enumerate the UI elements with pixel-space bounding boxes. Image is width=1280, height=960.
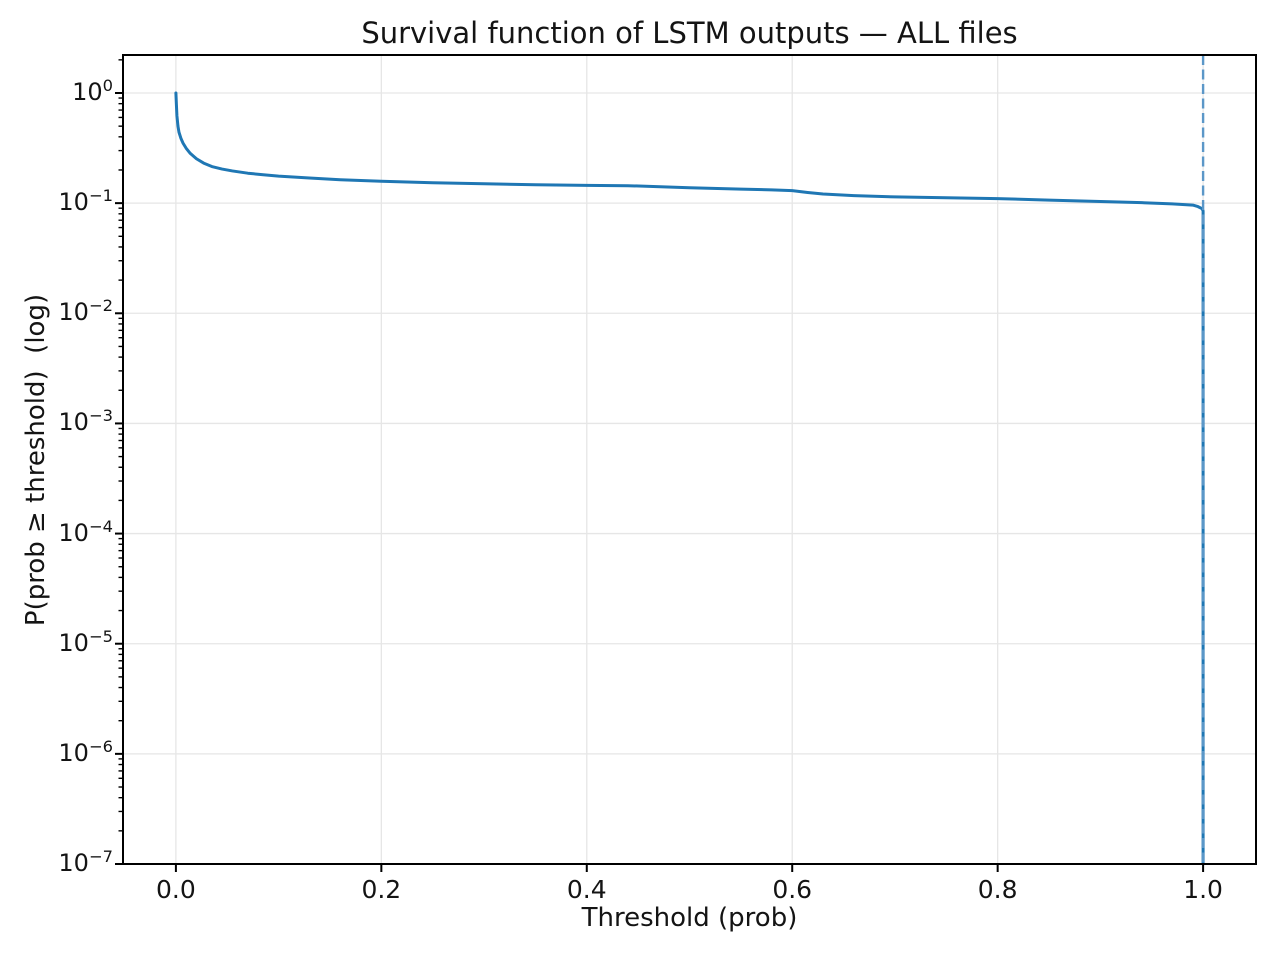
y-tick-label: 100 [72,75,113,106]
y-tick-label: 10−4 [58,516,113,547]
x-tick-label: 0.2 [361,875,402,904]
x-tick-label: 0.4 [566,875,607,904]
chart-title: Survival function of LSTM outputs — ALL … [361,16,1018,50]
survival-curve [174,91,1205,866]
plot-border [122,54,1257,865]
x-axis-label: Threshold (prob) [581,903,798,933]
plot-area [123,55,1256,864]
x-tick-label: 0.0 [156,875,196,904]
y-tick-label: 10−3 [58,406,113,437]
y-tick-label: 10−5 [58,626,113,657]
x-tick-label: 0.6 [772,875,813,904]
y-tick-label: 10−7 [58,847,113,877]
y-tick-label: 10−1 [58,186,113,217]
y-tick-label: 10−2 [58,296,113,327]
x-tick-label: 0.8 [977,875,1018,904]
x-tick-label: 1.0 [1183,875,1223,904]
y-tick-label: 10−6 [58,736,113,767]
y-axis-label: P(prob ≥ threshold) (log) [21,293,51,627]
